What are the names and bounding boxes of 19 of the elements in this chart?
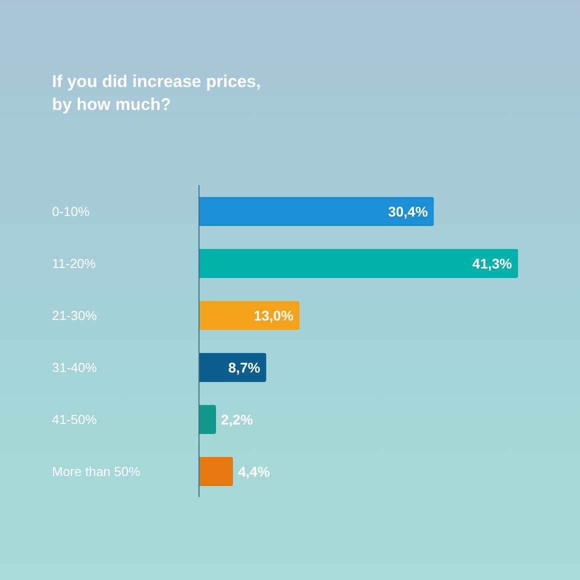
y-tick-label: 31-40% [52, 360, 98, 375]
bar [199, 249, 518, 278]
data-label: 13,0% [254, 308, 294, 324]
y-tick-label: 0-10% [52, 204, 90, 219]
y-tick-label: More than 50% [52, 464, 141, 479]
data-label: 30,4% [388, 204, 428, 220]
data-label: 41,3% [472, 256, 513, 272]
data-label: 2,2% [220, 412, 254, 428]
bar [199, 197, 434, 226]
bar [199, 405, 216, 434]
bar [199, 457, 233, 486]
chart-title: If you did increase prices, by how much? [52, 71, 262, 116]
y-tick-label: 11-20% [52, 256, 96, 271]
data-label: 8,7% [228, 360, 261, 376]
bar [199, 353, 266, 382]
data-label: 4,4% [238, 464, 270, 480]
bar [199, 301, 300, 330]
y-tick-label: 21-30% [52, 308, 98, 323]
y-tick-label: 41-50% [52, 412, 98, 427]
